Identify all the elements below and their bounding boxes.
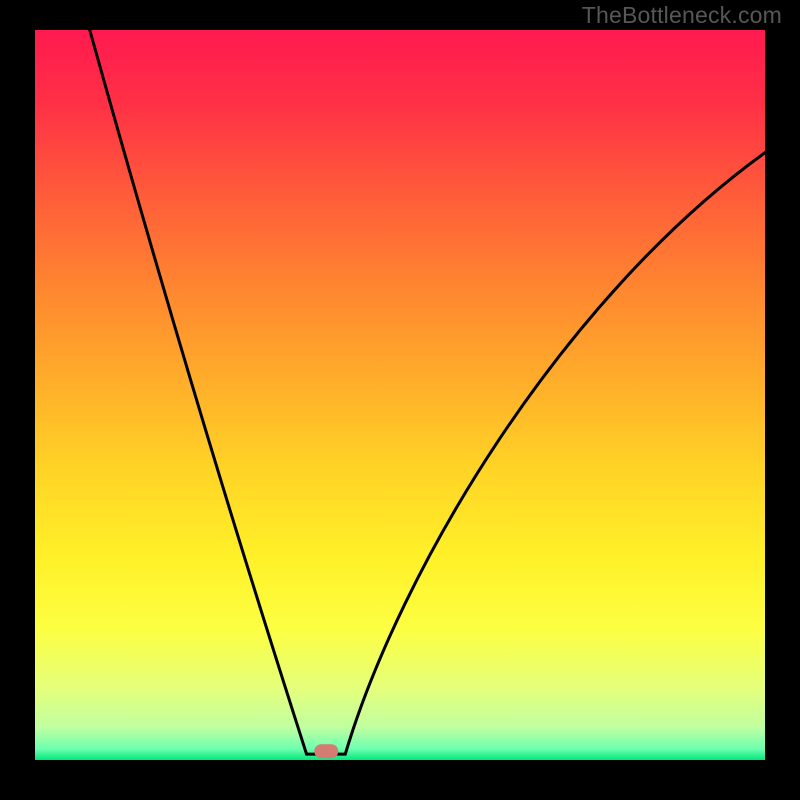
optimal-point-marker <box>314 744 338 758</box>
watermark-text: TheBottleneck.com <box>582 2 782 29</box>
chart-container: TheBottleneck.com <box>0 0 800 800</box>
bottleneck-chart <box>0 0 800 800</box>
plot-background <box>35 30 765 760</box>
